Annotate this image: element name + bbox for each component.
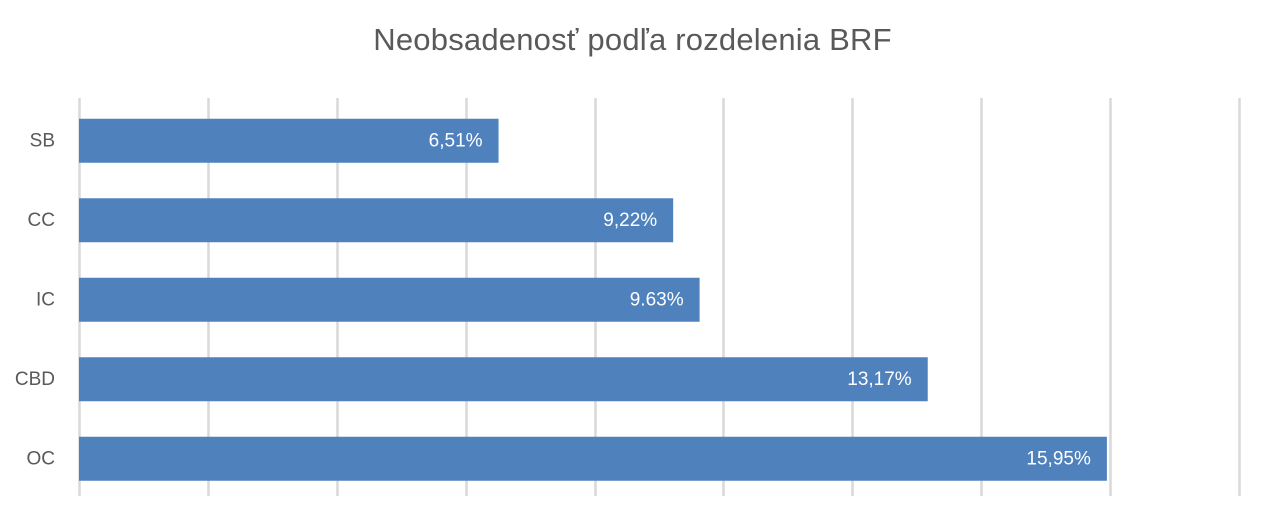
bar-oc — [79, 436, 1107, 481]
bar-sb — [79, 118, 499, 163]
data-label-oc: 15,95% — [1026, 448, 1091, 469]
category-label-oc: OC — [27, 448, 56, 469]
data-label-sb: 6,51% — [429, 130, 483, 151]
bars — [79, 118, 1107, 481]
bar-cbd — [79, 357, 928, 402]
data-label-cc: 9,22% — [603, 210, 657, 231]
category-label-cbd: CBD — [15, 369, 55, 390]
category-label-ic: IC — [36, 289, 55, 310]
chart-title: Neobsadenosť podľa rozdelenia BRF — [373, 22, 892, 57]
data-label-cbd: 13,17% — [847, 369, 912, 390]
bar-cc — [79, 198, 674, 243]
bar-ic — [79, 277, 700, 322]
data-label-ic: 9.63% — [630, 289, 684, 310]
category-label-sb: SB — [30, 130, 55, 151]
category-label-cc: CC — [28, 210, 55, 231]
labels: SB 6,51% CC 9,22% IC 9.63% CBD 13,17% OC 15,95% — [15, 130, 1091, 469]
